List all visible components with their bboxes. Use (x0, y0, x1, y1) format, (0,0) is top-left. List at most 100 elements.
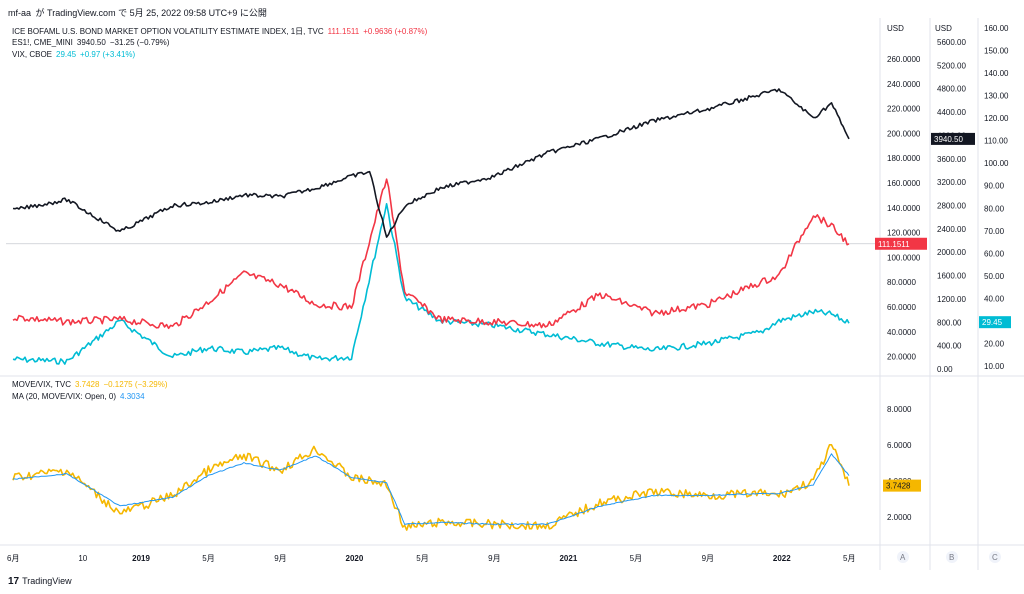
vix-axis-tick: 10.00 (984, 362, 1005, 371)
move-axis-tick: 180.0000 (887, 154, 921, 163)
time-axis-label: 10 (78, 554, 87, 563)
move-axis-tick: 160.0000 (887, 179, 921, 188)
es-axis-tick: 3200.00 (937, 178, 966, 187)
es-axis-tick: 5200.00 (937, 61, 966, 70)
move-axis-tick: 120.0000 (887, 229, 921, 238)
move-axis-unit: USD (887, 24, 904, 33)
vix-axis-tick: 160.00 (984, 24, 1009, 33)
legend-series-change: −0.1275 (−3.29%) (103, 380, 168, 389)
time-axis-label: 2022 (773, 554, 791, 563)
legend-series-name: MOVE/VIX, TVC (12, 380, 71, 389)
time-axis-label: 9月 (488, 554, 500, 563)
es-axis-unit: USD (935, 24, 952, 33)
brand-label: TradingView (22, 576, 72, 586)
es-axis-tick: 1600.00 (937, 272, 966, 281)
publish-info: が TradingView.com で 5月 25, 2022 09:58 UT… (35, 8, 267, 18)
scale-button-label: C (992, 553, 998, 562)
move-line (12, 178, 850, 330)
vix-axis-tick: 110.00 (984, 137, 1008, 146)
es-price-tag: 3940.50 (934, 135, 963, 144)
es-axis-tick: 5600.00 (937, 38, 966, 47)
es-axis-tick: 2000.00 (937, 248, 966, 257)
legend-series-value: 3.7428 (74, 380, 100, 389)
ratio-price-tag: 3.7428 (886, 482, 911, 491)
vix-axis-tick: 150.00 (984, 47, 1009, 56)
move-axis-tick: 240.0000 (887, 80, 921, 89)
move-axis-tick: 140.0000 (887, 204, 921, 213)
vix-axis-tick: 70.00 (984, 227, 1005, 236)
vix-price-tag-bg (979, 316, 1011, 329)
legend-series-value: 111.1511 (327, 27, 360, 36)
es-axis-tick: 3600.00 (937, 155, 966, 164)
ratio-axis-tick: 6.0000 (887, 441, 912, 450)
es-axis-tick: 800.00 (937, 318, 962, 327)
scale-button-label: A (900, 553, 906, 562)
legend-series-name: MA (20, MOVE/VIX: Open, 0) (12, 392, 117, 401)
legend-series-change: +0.97 (+3.41%) (80, 50, 136, 59)
legend-series-value: 3940.50 (76, 38, 106, 47)
es-axis-tick: 2800.00 (937, 202, 966, 211)
ratio-price-tag-bg (883, 479, 921, 492)
vix-price-tag: 29.45 (982, 318, 1003, 327)
vix-line (12, 203, 850, 365)
es-axis-tick: 2400.00 (937, 225, 966, 234)
top-legend-row[interactable]: ES1!, CME_MINI 3940.50 −31.25 (−0.79%) (12, 38, 169, 47)
tradingview-logo-icon: 17 (8, 576, 20, 587)
move-axis-tick: 200.0000 (887, 129, 921, 138)
move-axis-tick: 20.0000 (887, 353, 916, 362)
es-axis-tick: 0.00 (937, 365, 953, 374)
vix-axis-tick: 130.00 (984, 92, 1009, 101)
vix-axis-tick: 140.00 (984, 69, 1009, 78)
ma-line (12, 453, 850, 526)
legend-series-name: ICE BOFAML U.S. BOND MARKET OPTION VOLAT… (12, 27, 324, 36)
top-legend-row[interactable]: ICE BOFAML U.S. BOND MARKET OPTION VOLAT… (12, 26, 427, 37)
legend-series-value: 29.45 (56, 50, 77, 59)
scale-button-a[interactable] (897, 551, 909, 563)
tradingview-brand[interactable]: 17 TradingView (8, 576, 72, 587)
time-axis-label: 5月 (843, 554, 855, 563)
move-axis-tick: 40.0000 (887, 328, 916, 337)
vix-axis-tick: 120.00 (984, 114, 1009, 123)
time-axis-label: 2021 (559, 554, 577, 563)
vix-axis-tick: 50.00 (984, 272, 1005, 281)
move-axis-tick: 80.0000 (887, 278, 916, 287)
legend-series-change: −31.25 (−0.79%) (109, 38, 170, 47)
es-axis-tick: 4400.00 (937, 108, 966, 117)
time-axis-label: 5月 (416, 554, 428, 563)
scale-button-b[interactable] (946, 551, 958, 563)
bottom-legend-row[interactable]: MOVE/VIX, TVC 3.7428 −0.1275 (−3.29%) (12, 380, 168, 389)
es-price-tag-bg (931, 132, 975, 145)
legend-series-name: VIX, CBOE (12, 50, 53, 59)
time-axis-label: 9月 (274, 554, 286, 563)
move-price-tag-bg (875, 237, 927, 250)
top-legend-row[interactable]: VIX, CBOE 29.45 +0.97 (+3.41%) (12, 50, 135, 59)
vix-axis-tick: 90.00 (984, 182, 1005, 191)
scale-button-c[interactable] (989, 551, 1001, 563)
time-axis-label: 2019 (132, 554, 150, 563)
es-axis-tick: 4800.00 (937, 85, 966, 94)
move-axis-tick: 100.0000 (887, 253, 921, 262)
time-axis-label: 9月 (702, 554, 714, 563)
move-axis-tick: 60.0000 (887, 303, 916, 312)
publish-header: mf-aa が TradingView.com で 5月 25, 2022 09… (8, 6, 269, 19)
vix-axis-tick: 40.00 (984, 294, 1005, 303)
vix-axis-tick: 20.00 (984, 339, 1005, 348)
move-axis-tick: 260.0000 (887, 55, 921, 64)
time-axis-label: 2020 (346, 554, 364, 563)
legend-series-name: ES1!, CME_MINI (12, 38, 73, 47)
ratio-axis-tick: 8.0000 (887, 405, 912, 414)
es-axis-tick: 400.00 (937, 342, 962, 351)
vix-axis-tick: 60.00 (984, 249, 1005, 258)
move-vix-line (12, 444, 850, 531)
time-axis-label: 5月 (630, 554, 642, 563)
move-price-tag: 111.1511 (878, 240, 910, 249)
legend-series-change: +0.9636 (+0.87%) (363, 27, 428, 36)
ratio-axis-tick: 2.0000 (887, 513, 912, 522)
es-axis-tick: 1200.00 (937, 295, 966, 304)
time-axis-label: 6月 (7, 554, 19, 563)
bottom-legend-row[interactable]: MA (20, MOVE/VIX: Open, 0) 4.3034 (12, 392, 145, 401)
author-name[interactable]: mf-aa (8, 8, 32, 18)
time-axis-label: 5月 (202, 554, 214, 563)
vix-axis-tick: 100.00 (984, 159, 1009, 168)
